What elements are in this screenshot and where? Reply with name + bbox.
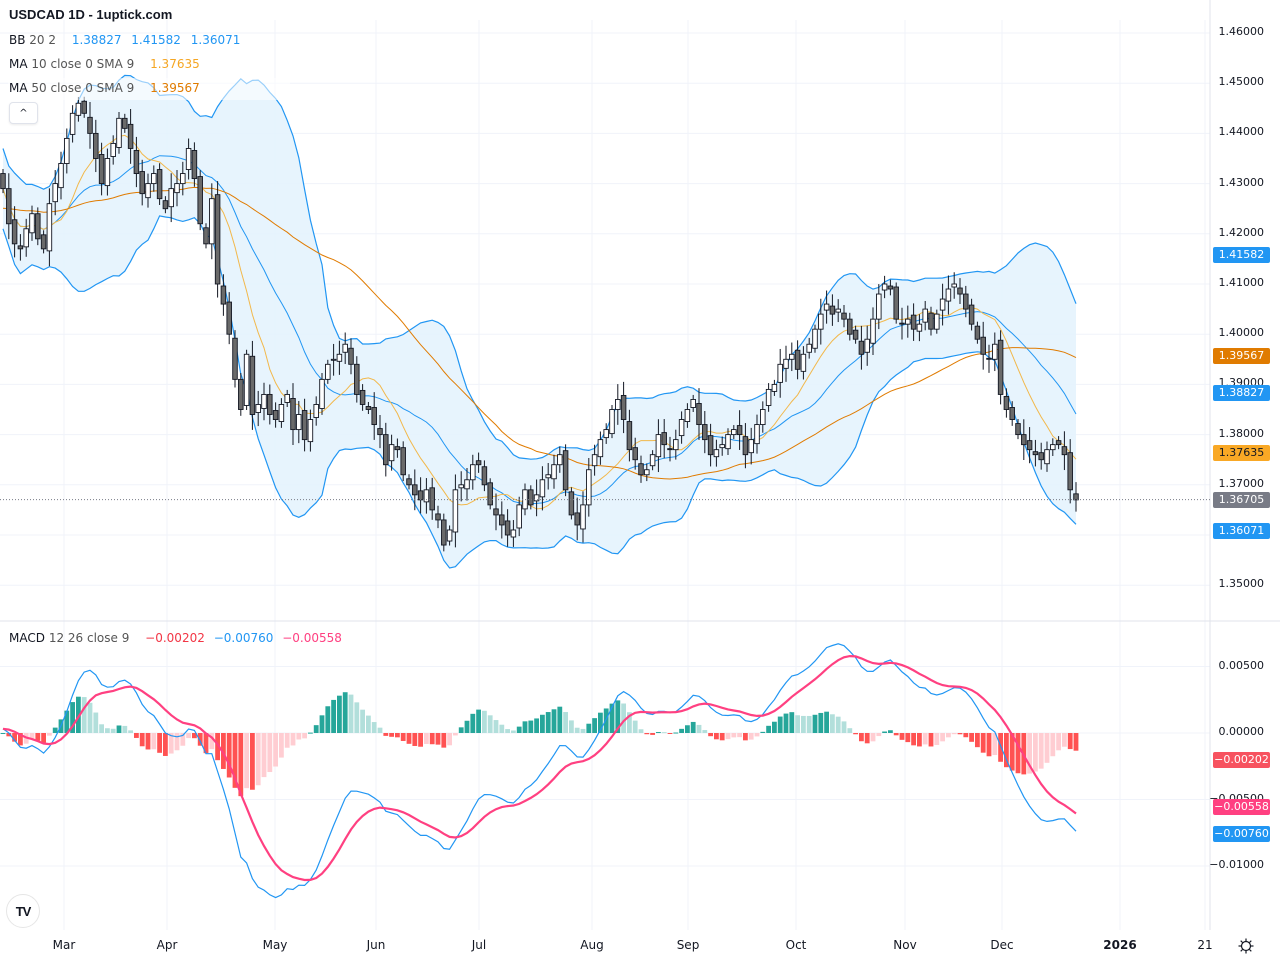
price-axis-label: 1.40000 xyxy=(1218,326,1265,340)
chart-title: USDCAD 1D - 1uptick.com xyxy=(9,7,173,22)
ma10-value: 1.37635 xyxy=(150,57,200,71)
bb-lower-value: 1.36071 xyxy=(190,33,241,47)
bb-basis-value: 1.38827 xyxy=(71,33,122,47)
macd-tag: −0.00202 xyxy=(1213,751,1270,768)
bollinger-band-fill xyxy=(3,75,1076,569)
macd-tag: −0.00558 xyxy=(1213,799,1270,816)
macd-histogram xyxy=(0,692,1079,797)
candlesticks xyxy=(0,96,1079,552)
price-axis-label: 1.38000 xyxy=(1218,426,1265,440)
macd-hist-value: −0.00202 xyxy=(145,631,205,645)
settings-gear-icon[interactable] xyxy=(1238,938,1254,954)
price-tag: 1.36705 xyxy=(1213,491,1270,508)
ma50-params: 50 close 0 SMA 9 xyxy=(31,81,135,95)
time-axis-label: 2026 xyxy=(1103,938,1137,952)
price-tag: 1.36071 xyxy=(1213,523,1270,540)
ma10-name: MA xyxy=(9,57,28,71)
time-axis-label: Mar xyxy=(52,938,76,952)
price-tag: 1.38827 xyxy=(1213,385,1270,402)
time-axis-label: Sep xyxy=(676,938,700,952)
macd-name: MACD xyxy=(9,631,45,645)
legend-macd[interactable]: MACD 12 26 close 9 −0.00202 −0.00760 −0.… xyxy=(9,631,342,645)
macd-signal-value: −0.00558 xyxy=(282,631,342,645)
chevron-up-icon: ^ xyxy=(19,107,28,119)
tradingview-logo-icon[interactable]: TV xyxy=(6,894,40,928)
price-axis-label: 1.42000 xyxy=(1218,225,1265,239)
macd-params: 12 26 close 9 xyxy=(48,631,130,645)
price-axis-label: 1.43000 xyxy=(1218,175,1265,189)
time-axis-label: Dec xyxy=(990,938,1014,952)
time-axis-label: Jul xyxy=(471,938,487,952)
time-axis-label: Oct xyxy=(785,938,807,952)
price-tag: 1.41582 xyxy=(1213,246,1270,263)
legend-bb[interactable]: BB 20 2 1.38827 1.41582 1.36071 xyxy=(9,33,240,47)
macd-line-value: −0.00760 xyxy=(213,631,274,645)
price-axis-label: 1.46000 xyxy=(1218,25,1265,38)
ma10-params: 10 close 0 SMA 9 xyxy=(31,57,135,71)
time-axis-label: Jun xyxy=(366,938,386,952)
price-tag: 1.37635 xyxy=(1213,444,1270,461)
legend-collapse-button[interactable]: ^ xyxy=(9,102,38,124)
legend-ma10[interactable]: MA 10 close 0 SMA 9 1.37635 xyxy=(9,57,200,71)
time-axis-label: Nov xyxy=(893,938,917,952)
legend-background xyxy=(8,78,290,100)
price-axis-label: 1.35000 xyxy=(1218,577,1265,591)
time-axis-label: Aug xyxy=(580,938,604,952)
price-tag: 1.39567 xyxy=(1213,347,1270,364)
bb-name: BB xyxy=(9,33,26,47)
ma50-name: MA xyxy=(9,81,28,95)
ma50-value: 1.39567 xyxy=(150,81,200,95)
macd-tag: −0.00760 xyxy=(1213,826,1270,843)
bb-upper-value: 1.41582 xyxy=(131,33,181,47)
macd-axis-label: 0.00000 xyxy=(1218,725,1265,738)
time-axis-label: 21 xyxy=(1197,938,1213,952)
price-axis-label: 1.45000 xyxy=(1218,75,1265,89)
macd-axis-label: 0.00500 xyxy=(1218,658,1265,672)
price-axis-label: 1.44000 xyxy=(1218,125,1265,139)
legend-ma50[interactable]: MA 50 close 0 SMA 9 1.39567 xyxy=(9,81,200,95)
time-axis-label: May xyxy=(262,938,288,952)
price-axis-label: 1.41000 xyxy=(1218,276,1265,289)
time-axis-label: Apr xyxy=(156,938,178,952)
macd-axis-label: −0.01000 xyxy=(1209,858,1264,871)
macd-lines xyxy=(2,643,1077,899)
price-axis-label: 1.37000 xyxy=(1218,476,1265,490)
bb-params: 20 2 xyxy=(29,33,57,47)
